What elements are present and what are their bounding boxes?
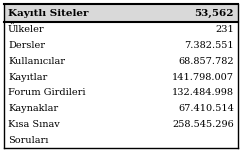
Text: 141.798.007: 141.798.007: [172, 73, 234, 82]
Text: Kayıtlı Siteler: Kayıtlı Siteler: [8, 9, 89, 17]
Text: Dersler: Dersler: [8, 41, 45, 50]
Text: 132.484.998: 132.484.998: [172, 88, 234, 97]
Text: Kısa Sınav: Kısa Sınav: [8, 120, 60, 129]
Text: 53,562: 53,562: [195, 9, 234, 17]
Text: 68.857.782: 68.857.782: [178, 57, 234, 66]
Text: Kayıtlar: Kayıtlar: [8, 73, 47, 82]
Text: 7.382.551: 7.382.551: [184, 41, 234, 50]
Text: 231: 231: [215, 25, 234, 34]
Text: Kullanıcılar: Kullanıcılar: [8, 57, 65, 66]
Text: Kaynaklar: Kaynaklar: [8, 104, 58, 113]
Text: 67.410.514: 67.410.514: [178, 104, 234, 113]
Text: Ülkeler: Ülkeler: [8, 25, 45, 34]
Bar: [4, 4, 238, 22]
Text: Forum Girdileri: Forum Girdileri: [8, 88, 85, 97]
Text: 258.545.296: 258.545.296: [172, 120, 234, 129]
Text: Soruları: Soruları: [8, 136, 48, 145]
